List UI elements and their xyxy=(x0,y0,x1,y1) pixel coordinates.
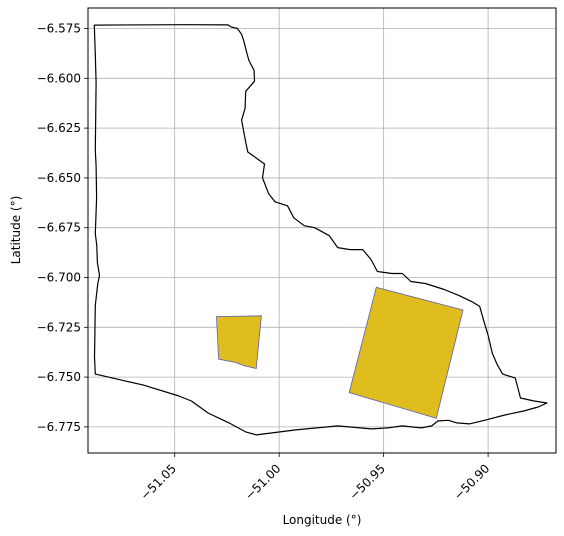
y-tick-label: −6.650 xyxy=(37,171,81,185)
y-tick-label: −6.675 xyxy=(37,221,81,235)
y-tick-label: −6.775 xyxy=(37,420,81,434)
y-tick-label: −6.600 xyxy=(37,71,81,85)
y-tick-label: −6.725 xyxy=(37,320,81,334)
area-patch xyxy=(216,315,262,369)
plot-data xyxy=(93,24,548,436)
y-tick-label: −6.700 xyxy=(37,271,81,285)
y-tick-label: −6.750 xyxy=(37,370,81,384)
y-tick-label: −6.625 xyxy=(37,121,81,135)
municipality-boundary xyxy=(93,24,548,436)
y-tick-label: −6.575 xyxy=(37,22,81,36)
plot-frame xyxy=(87,7,557,454)
x-axis-label: Longitude (°) xyxy=(283,513,362,527)
y-axis-label: Latitude (°) xyxy=(9,196,23,265)
area-patch xyxy=(348,286,464,419)
